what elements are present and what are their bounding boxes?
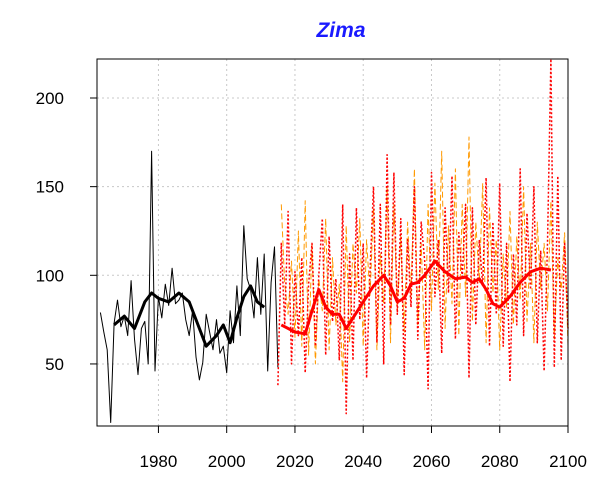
x-tick-label: 2100 [549, 452, 587, 471]
plot-area [96, 58, 569, 427]
series-layer [99, 58, 569, 423]
x-tick-label: 2000 [208, 452, 246, 471]
x-tick-label: 2040 [344, 452, 382, 471]
y-axis: 50 100 150 200 [36, 89, 97, 374]
x-tick-label: 2080 [481, 452, 519, 471]
y-tick-label: 150 [36, 178, 64, 197]
y-tick-label: 50 [45, 355, 64, 374]
grid-layer [97, 59, 569, 426]
series-line-2 [113, 284, 266, 348]
series-line-4 [277, 58, 569, 415]
chart-title: Zima [315, 19, 365, 42]
series-line-1 [99, 150, 279, 423]
series-line-3 [280, 136, 569, 383]
y-tick-label: 100 [36, 266, 64, 285]
y-tick-label: 200 [36, 89, 64, 108]
series-line-5 [280, 259, 552, 336]
x-tick-label: 2060 [413, 452, 451, 471]
x-axis: 1980 2000 2020 2040 2060 2080 2100 [140, 426, 587, 471]
x-tick-label: 1980 [140, 452, 178, 471]
x-tick-label: 2020 [276, 452, 314, 471]
